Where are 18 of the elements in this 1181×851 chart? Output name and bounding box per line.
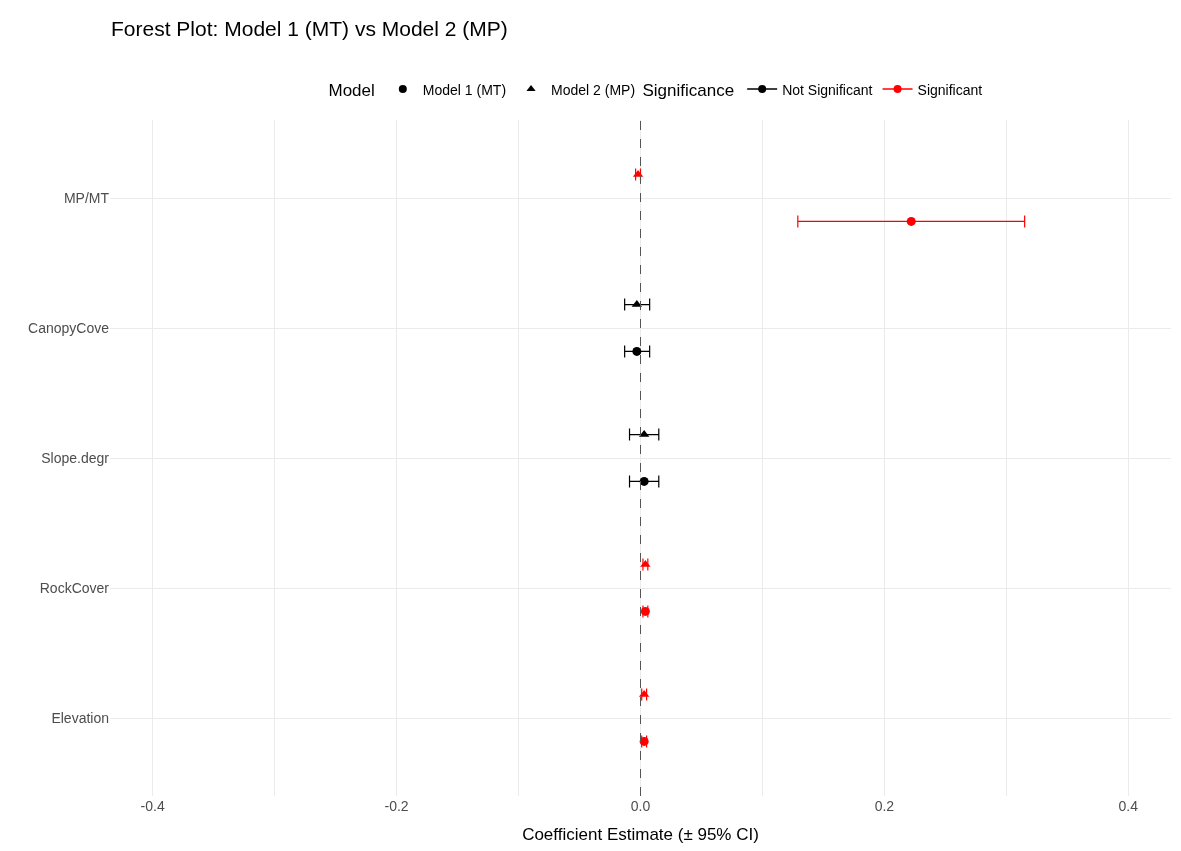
- y-tick-label: CanopyCove: [28, 319, 110, 336]
- text: Significance: [642, 80, 735, 100]
- x-tick-label: -0.2: [384, 798, 409, 814]
- y-tick-label: Slope.degr: [41, 449, 110, 466]
- y-tick-label: RockCover: [39, 579, 110, 596]
- x-tick-label: 0.2: [874, 798, 895, 814]
- x-tick-label: -0.4: [140, 798, 165, 814]
- legend-label: Model 2 (MP): [551, 81, 636, 98]
- y-tick-label: MP/MT: [63, 189, 110, 206]
- legend-label: Model 1 (MT): [422, 81, 507, 98]
- y-tick-label: Elevation: [51, 709, 109, 726]
- text: Model: [328, 80, 375, 100]
- chart-title: Forest Plot: Model 1 (MT) vs Model 2 (MP): [111, 16, 508, 40]
- legend-label: Significant: [917, 81, 983, 98]
- x-tick-label: 0.0: [630, 798, 651, 814]
- x-tick-label: 0.4: [1118, 798, 1139, 814]
- legend-label: Not Significant: [782, 81, 873, 98]
- x-axis-title: Coefficient Estimate (± 95% CI): [522, 825, 759, 845]
